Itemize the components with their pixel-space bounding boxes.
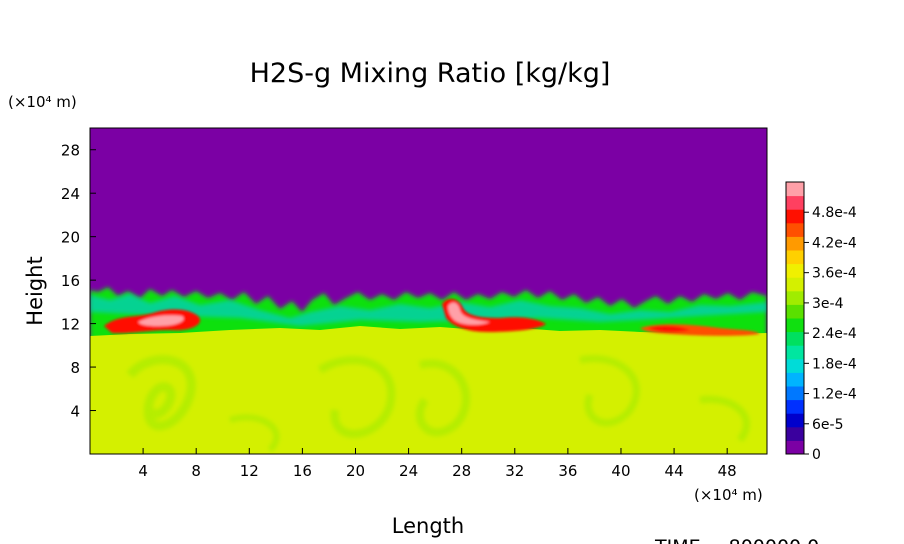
colorbar-tick-label: 2.4e-4 [812,326,857,342]
y-axis-ticks: 4 8 12 16 20 24 28 [61,142,96,421]
colorbar-tick-label: 6e-5 [812,417,843,433]
colorbar-swatch [786,358,804,373]
colorbar-ticks: 0 6e-5 1.2e-4 1.8e-4 2.4e-4 3e-4 3.6e-4 4.2e-4 4… [804,205,857,463]
y-tick-label: 4 [70,403,80,421]
colorbar-swatch [786,345,804,360]
heatmap-field [90,128,767,454]
field-mixing-band-inner [90,294,767,326]
y-tick-label: 28 [61,142,80,160]
y-axis-label: Height [23,256,47,325]
plot-frame [89,127,768,455]
colorbar-swatch [786,263,804,278]
colorbar-tick-label: 0 [812,447,821,463]
x-tick-label: 24 [399,462,418,480]
colorbar-swatch [786,277,804,292]
y-tick-label: 16 [61,272,80,290]
colorbar-tick-label: 1.8e-4 [812,356,857,372]
colorbar-swatch [786,209,804,224]
colorbar-swatch [786,182,804,197]
colorbar-swatch [786,331,804,346]
colorbar [785,181,805,455]
colorbar-tick-label: 3e-4 [812,296,844,312]
y-tick-label: 20 [61,229,80,247]
colorbar-swatch [786,195,804,210]
x-tick-label: 4 [138,462,148,480]
colorbar-swatch [786,318,804,333]
band-maxima [104,298,760,336]
y-tick-label: 24 [61,185,80,203]
colorbar-swatch [786,304,804,319]
colorbar-swatch [786,386,804,401]
colorbar-tick-label: 4.2e-4 [812,235,857,251]
x-axis-label: Length [392,514,464,538]
colorbar-swatch [786,372,804,387]
colorbar-swatch [786,399,804,414]
colorbar-swatch [786,440,804,455]
x-tick-label: 40 [611,462,630,480]
x-tick-label: 44 [665,462,684,480]
colorbar-swatch [786,413,804,428]
colorbar-swatch [786,426,804,441]
colorbar-frame [785,181,805,455]
x-tick-label: 20 [346,462,365,480]
colorbar-swatch [786,222,804,237]
colorbar-swatch [786,290,804,305]
colorbar-tick-label: 1.2e-4 [812,387,857,403]
x-tick-label: 28 [452,462,471,480]
colorbar-swatch [786,236,804,251]
y-tick-label: 12 [61,316,80,334]
lower-swirls [126,355,750,453]
x-tick-label: 48 [718,462,737,480]
x-tick-label: 8 [191,462,201,480]
y-unit-label: (×10⁴ m) [8,93,77,111]
x-unit-label: (×10⁴ m) [694,486,763,504]
colorbar-tick-label: 3.6e-4 [812,266,857,282]
time-label: TIME = 800000.0 [654,536,819,544]
colorbar-swatch [786,250,804,265]
x-tick-label: 16 [293,462,312,480]
colorbar-tick-label: 4.8e-4 [812,205,857,221]
x-tick-label: 36 [558,462,577,480]
x-axis-ticks: 4 8 12 16 20 24 28 32 36 40 44 48 [138,448,737,480]
chart-title: H2S-g Mixing Ratio [kg/kg] [250,58,611,89]
x-tick-label: 32 [505,462,524,480]
y-tick-label: 8 [70,359,80,377]
x-tick-label: 12 [240,462,259,480]
